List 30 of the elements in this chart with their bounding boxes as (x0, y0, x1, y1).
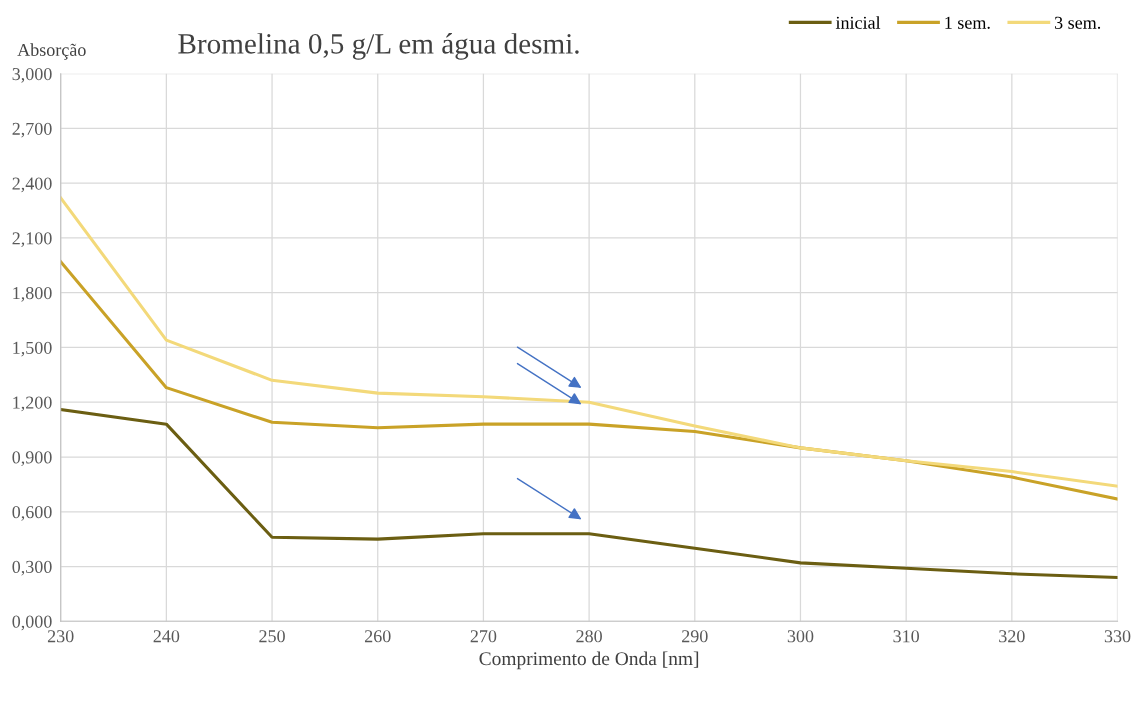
y-tick-label: 2,100 (12, 232, 52, 248)
x-tick-label: 250 (259, 630, 285, 643)
x-tick-label: 280 (576, 630, 602, 643)
x-tick-label: 240 (153, 630, 180, 643)
y-tick-label: 2,700 (12, 122, 52, 138)
y-tick-label: 1,800 (13, 286, 52, 302)
y-tick-label: 0,000 (12, 615, 52, 631)
y-tick-label: 3,000 (12, 67, 52, 83)
legend-label: 3 sem. (1054, 16, 1101, 29)
y-tick-label: 0,300 (12, 560, 52, 576)
y-tick-label: 2,400 (12, 177, 52, 193)
legend-label: 1 sem. (945, 16, 990, 29)
x-tick-label: 300 (787, 630, 814, 643)
y-tick-label: 0,600 (12, 506, 52, 521)
x-tick-label: 260 (364, 630, 391, 643)
y-tick-label: 0,900 (12, 451, 52, 467)
line-series (60, 196, 1118, 488)
y-axis-title: Absorção (17, 43, 86, 60)
legend-label: inicial (835, 16, 881, 29)
x-axis-title: Comprimento de Onda [nm] (479, 651, 699, 670)
x-tick-label: 310 (893, 630, 920, 643)
x-tick-label: 320 (999, 630, 1025, 643)
x-tick-label: 290 (682, 630, 708, 643)
chart-title: Bromelina 0,5 g/L em água desmi. (178, 33, 579, 60)
y-tick-label: 1,200 (13, 396, 52, 412)
x-tick-label: 270 (470, 630, 497, 643)
y-tick-label: 1,500 (13, 341, 52, 357)
x-tick-label: 330 (1104, 630, 1131, 643)
x-tick-label: 230 (47, 630, 74, 643)
line-series (60, 408, 1118, 579)
